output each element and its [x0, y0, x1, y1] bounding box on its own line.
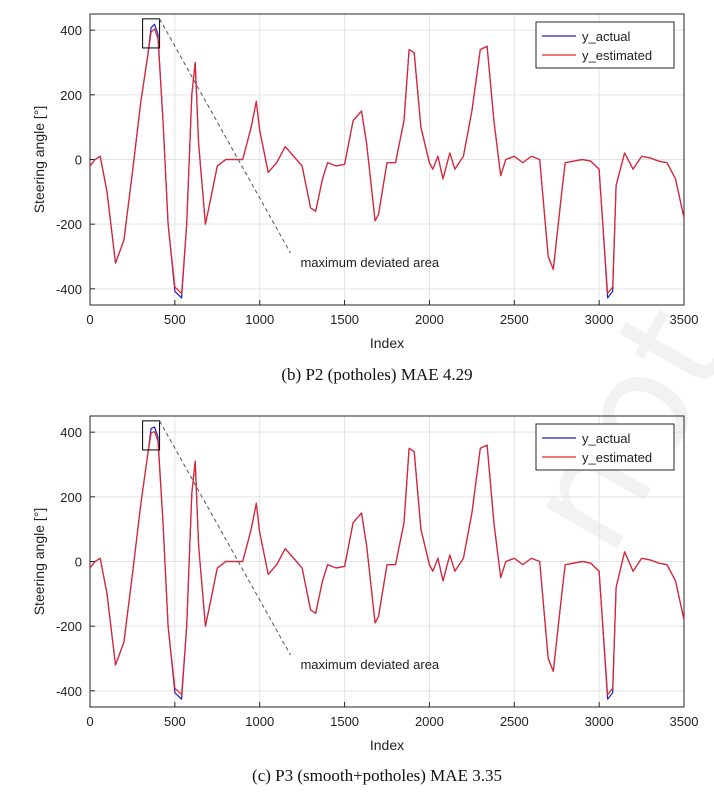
- series-line-y_estimated: [89, 28, 685, 294]
- annotation-label: maximum deviated area: [300, 255, 439, 270]
- x-tick-label: 2500: [500, 312, 529, 327]
- y-tick-label: -400: [56, 684, 82, 699]
- y-tick-label: 0: [75, 153, 82, 168]
- x-tick-label: 2500: [500, 714, 529, 729]
- x-tick-label: 0: [86, 714, 93, 729]
- annotation-leader-line: [159, 420, 291, 656]
- x-tick-label: 3000: [585, 312, 614, 327]
- x-tick-label: 3500: [670, 312, 699, 327]
- x-tick-label: 2000: [415, 312, 444, 327]
- y-tick-label: 400: [60, 23, 82, 38]
- x-axis-title: Index: [370, 335, 404, 351]
- annotation-box: [142, 420, 161, 451]
- x-tick-label: 500: [164, 714, 186, 729]
- chart-panel-b: 0 500 1000 1500 2000 2500 3000 3500 -400 -200 0 200…: [31, 13, 699, 384]
- y-tick-label: 0: [75, 555, 82, 570]
- annotation-leader-line: [159, 18, 291, 254]
- y-tick-label: 400: [60, 425, 82, 440]
- x-tick-label: 0: [86, 312, 93, 327]
- x-tick-label: 3000: [585, 714, 614, 729]
- y-axis-title: Steering angle [°]: [31, 508, 47, 616]
- chart-panel-c: 0 500 1000 1500 2000 2500 3000 3500 -400 -200 0 200…: [31, 415, 699, 785]
- series-line-y_estimated: [89, 430, 685, 696]
- x-tick-label: 1500: [330, 312, 359, 327]
- legend-box: [535, 21, 675, 69]
- annotation-label: maximum deviated area: [300, 657, 439, 672]
- legend-label-y_actual: y_actual: [582, 431, 631, 446]
- y-tick-label: 200: [60, 88, 82, 103]
- y-axis-title: Steering angle [°]: [31, 106, 47, 214]
- legend-box: [535, 423, 675, 471]
- x-tick-label: 1000: [245, 714, 274, 729]
- figure-caption: (c) P3 (smooth+potholes) MAE 3.35: [252, 766, 502, 785]
- legend-label-y_estimated: y_estimated: [582, 450, 652, 465]
- x-tick-label: 2000: [415, 714, 444, 729]
- x-tick-label: 1500: [330, 714, 359, 729]
- y-tick-label: 200: [60, 490, 82, 505]
- x-tick-label: 500: [164, 312, 186, 327]
- x-tick-label: 3500: [670, 714, 699, 729]
- x-tick-label: 1000: [245, 312, 274, 327]
- x-axis-title: Index: [370, 737, 404, 753]
- legend-label-y_actual: y_actual: [582, 29, 631, 44]
- legend-label-y_estimated: y_estimated: [582, 48, 652, 63]
- y-tick-label: -200: [56, 217, 82, 232]
- y-tick-label: -400: [56, 282, 82, 297]
- annotation-box: [142, 18, 161, 49]
- y-tick-label: -200: [56, 619, 82, 634]
- figure-caption: (b) P2 (potholes) MAE 4.29: [281, 365, 472, 384]
